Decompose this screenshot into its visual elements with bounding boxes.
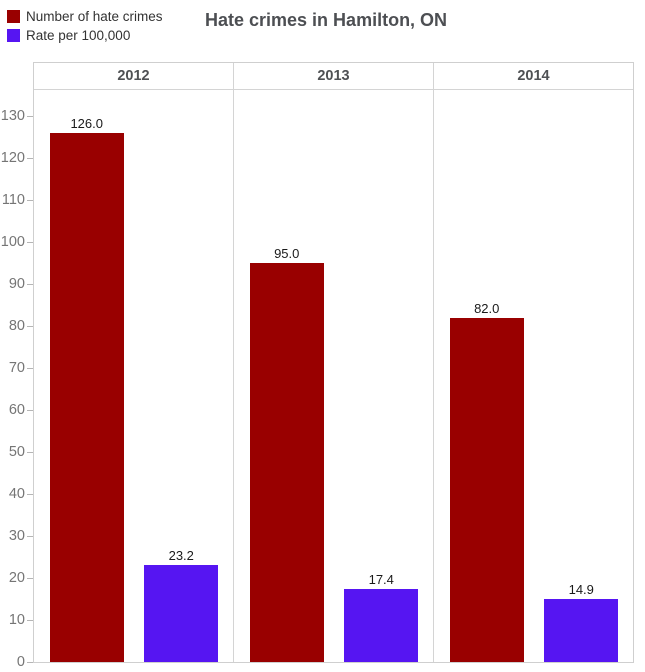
- y-axis-tick-label: 130: [0, 108, 25, 124]
- category-label: 2013: [234, 63, 433, 90]
- bar-number-of-hate-crimes-2013: 95.0: [249, 246, 324, 662]
- bar-value-label: 126.0: [70, 115, 103, 131]
- legend-item-rate-per-100000: Rate per 100,000: [7, 26, 163, 45]
- y-axis-tick-mark: [27, 116, 33, 117]
- legend-swatch-red: [7, 10, 20, 23]
- y-axis-tick-label: 40: [8, 486, 25, 502]
- y-axis-tick-mark: [27, 200, 33, 201]
- y-axis-tick-mark: [27, 158, 33, 159]
- bar-value-label: 82.0: [474, 300, 500, 316]
- y-axis-tick-mark: [27, 578, 33, 579]
- category-label: 2014: [434, 63, 633, 90]
- legend: Number of hate crimes Rate per 100,000: [7, 7, 163, 45]
- y-axis-tick-label: 10: [8, 612, 25, 628]
- y-axis-tick-mark: [27, 662, 33, 663]
- y-axis-tick-mark: [27, 620, 33, 621]
- y-axis-tick-label: 0: [16, 654, 25, 670]
- bar-rate-per-100-000-2014: 14.9: [544, 582, 619, 662]
- y-axis-tick-mark: [27, 284, 33, 285]
- category-group-2014: 2014 82.0 14.9: [434, 63, 633, 662]
- y-axis-tick-mark: [27, 368, 33, 369]
- y-axis-tick-label: 100: [0, 234, 25, 250]
- plot-area: 2012 126.0 23.2 2013 95.0 17.4 2014 82.0 14.9: [33, 62, 634, 663]
- y-axis-tick-label: 50: [8, 444, 25, 460]
- bar-value-label: 23.2: [168, 547, 194, 563]
- y-axis-tick-label: 60: [8, 402, 25, 418]
- y-axis-tick-label: 110: [1, 192, 25, 208]
- bar-number-of-hate-crimes-2014: 82.0: [449, 301, 524, 662]
- bars-area: 126.0 23.2: [34, 90, 233, 662]
- y-axis-tick-mark: [27, 536, 33, 537]
- y-axis-tick-label: 90: [8, 276, 25, 292]
- legend-item-number-of-hate-crimes: Number of hate crimes: [7, 7, 163, 26]
- y-axis-tick-mark: [27, 452, 33, 453]
- legend-label: Rate per 100,000: [26, 28, 131, 43]
- y-axis-tick-label: 30: [8, 528, 25, 544]
- bars-area: 95.0 17.4: [234, 90, 433, 662]
- y-axis-tick-mark: [27, 494, 33, 495]
- bar-rate-per-100-000-2013: 17.4: [344, 572, 419, 662]
- bar-value-label: 17.4: [368, 571, 394, 587]
- y-axis-tick-label: 20: [8, 570, 25, 586]
- y-axis-tick-label: 120: [0, 150, 25, 166]
- category-label: 2012: [34, 63, 233, 90]
- bar-value-label: 95.0: [274, 246, 300, 261]
- category-group-2012: 2012 126.0 23.2: [34, 63, 234, 662]
- bar-rate-per-100-000-2012: 23.2: [144, 548, 219, 662]
- y-axis-tick-mark: [27, 410, 33, 411]
- chart-title: Hate crimes in Hamilton, ON: [205, 10, 448, 30]
- y-axis-tick-label: 70: [8, 360, 25, 376]
- legend-label: Number of hate crimes: [26, 9, 163, 24]
- legend-swatch-blue: [7, 29, 20, 42]
- category-group-2013: 2013 95.0 17.4: [234, 63, 434, 662]
- bars-area: 82.0 14.9: [434, 90, 633, 662]
- bar-value-label: 14.9: [568, 582, 594, 598]
- y-axis-tick-mark: [27, 242, 33, 243]
- bar-number-of-hate-crimes-2012: 126.0: [49, 116, 124, 662]
- y-axis-tick-mark: [27, 326, 33, 327]
- y-axis-tick-label: 80: [8, 318, 25, 334]
